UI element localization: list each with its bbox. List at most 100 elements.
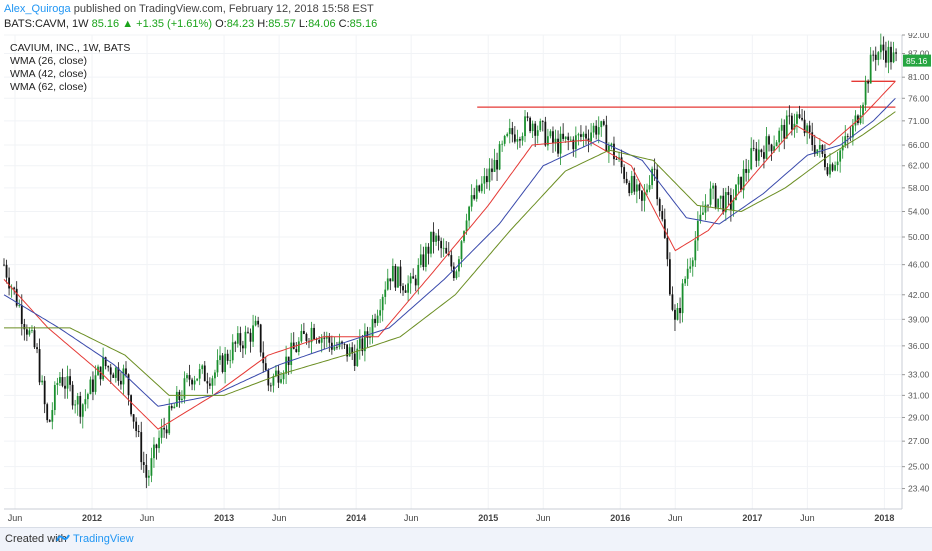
candle (496, 152, 498, 181)
candle (452, 262, 455, 281)
y-tick-label: 76.00 (908, 93, 930, 103)
footer-bar: Created with TradingView (0, 527, 932, 551)
candle (351, 342, 354, 361)
candle (440, 237, 443, 258)
candle (780, 118, 783, 143)
candle (158, 430, 160, 453)
candle (783, 119, 786, 150)
candle (384, 281, 387, 305)
candle (84, 389, 87, 412)
candle (71, 381, 74, 410)
candle (201, 364, 204, 374)
author-link[interactable]: Alex_Quiroga (4, 3, 71, 15)
x-tick-label: 2012 (82, 513, 102, 523)
candle (686, 258, 689, 286)
x-tick-label: 2013 (214, 513, 234, 523)
candle (219, 346, 221, 365)
candle (475, 179, 478, 202)
candle (773, 135, 775, 154)
candle (188, 364, 191, 387)
candle (798, 105, 801, 120)
candle (696, 211, 699, 251)
candle (511, 121, 514, 143)
x-tick-label: Jun (272, 513, 287, 523)
tradingview-brand[interactable]: TradingView (73, 533, 134, 545)
candle (824, 144, 826, 171)
candle (259, 323, 262, 357)
candle (295, 342, 298, 353)
candle (480, 176, 483, 194)
candle (757, 139, 760, 167)
candle (483, 167, 486, 194)
candle (81, 403, 84, 429)
candle (417, 258, 420, 295)
candle (333, 336, 336, 351)
chart-legend: CAVIUM, INC., 1W, BATS WMA (26, close) W… (10, 42, 130, 94)
candle (656, 164, 659, 206)
candle (409, 272, 412, 294)
candle (768, 134, 770, 152)
candle (750, 137, 753, 171)
x-tick-label: Jun (8, 513, 23, 523)
candle (849, 125, 852, 142)
y-axis[interactable]: 23.40 25.00 27.00 29.00 31.00 33.00 36.00 39.00… (901, 33, 931, 509)
candle (254, 315, 257, 327)
candle (885, 41, 887, 68)
candle (574, 126, 577, 158)
candle (323, 331, 326, 350)
x-tick-label: Jun (800, 513, 815, 523)
candle (709, 181, 712, 207)
candle (625, 171, 628, 185)
candle (620, 149, 623, 174)
candle (765, 127, 768, 160)
candle (600, 120, 603, 137)
legend-wma62: WMA (62, close) (10, 81, 88, 93)
candle (229, 349, 232, 369)
candle (498, 141, 501, 171)
candle (76, 392, 79, 416)
candle (559, 126, 562, 166)
candle (221, 352, 224, 374)
candle (722, 188, 725, 215)
candle (747, 159, 750, 182)
candle (536, 125, 539, 144)
candle (89, 376, 92, 395)
candle (478, 184, 481, 193)
candle (580, 125, 582, 142)
candle (605, 115, 608, 153)
candle (704, 194, 707, 221)
candle (242, 340, 244, 359)
candle (460, 239, 463, 268)
candle (23, 318, 26, 341)
created-with-text: Created with (5, 533, 67, 545)
candle (112, 372, 115, 378)
horizontal-lines (477, 80, 896, 108)
candle (691, 257, 694, 277)
candle (597, 116, 600, 144)
y-tick-label: 66.00 (908, 140, 930, 150)
candle (150, 447, 153, 483)
candle (191, 377, 193, 391)
candle (117, 362, 120, 386)
candle (435, 233, 437, 246)
price-chart[interactable]: 23.40 25.00 27.00 29.00 31.00 33.00 36.00 39.00… (0, 33, 932, 527)
y-tick-label: 81.00 (908, 72, 930, 82)
candle (303, 322, 305, 335)
candle (643, 184, 646, 212)
symbol-label: BATS:CAVM, 1W (4, 18, 89, 30)
tradingview-logo-icon[interactable] (56, 533, 70, 543)
candle (224, 347, 227, 384)
candle (628, 180, 631, 197)
candle (534, 121, 537, 147)
candle (630, 170, 633, 196)
published-text: published on TradingView.com, February 1… (73, 3, 374, 15)
y-tick-label: 36.00 (908, 341, 930, 351)
candle (226, 349, 229, 365)
candle (719, 195, 722, 210)
candle (455, 269, 458, 280)
candle (399, 260, 402, 294)
candle (38, 338, 41, 386)
x-axis[interactable]: Jun 2012 Jun 2013 Jun 2014 Jun 2015 Jun 2016 Jun 20… (4, 508, 902, 523)
candle (544, 116, 547, 147)
candle (524, 109, 526, 143)
